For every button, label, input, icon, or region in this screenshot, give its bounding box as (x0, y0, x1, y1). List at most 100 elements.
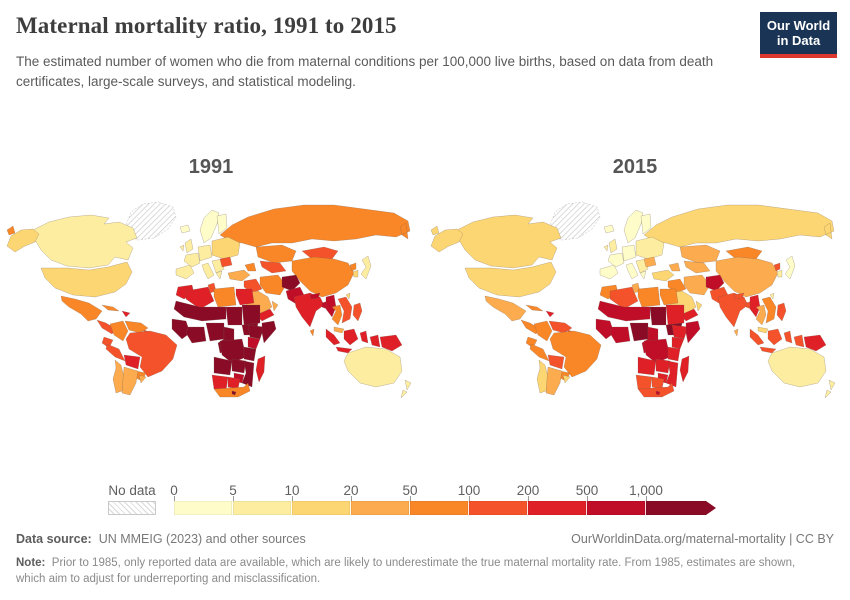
country-colombia-2015[interactable] (533, 320, 553, 342)
country-korea-north-2015[interactable] (773, 262, 781, 272)
country-ethiopia-2015[interactable] (671, 324, 689, 340)
country-nigeria-1991[interactable] (205, 322, 225, 342)
country-malaysia-2015[interactable] (757, 326, 769, 334)
country-turkey-1991[interactable] (227, 269, 251, 282)
country-china-1991[interactable] (291, 256, 355, 298)
country-eastern-europe-2015[interactable] (635, 236, 665, 260)
country-india-2015[interactable] (717, 292, 749, 328)
country-sri-lanka-2015[interactable] (733, 328, 739, 337)
legend-band-10-20[interactable] (292, 501, 351, 515)
country-thailand-1991[interactable] (331, 304, 343, 326)
country-hispaniola-1991[interactable] (121, 310, 131, 318)
country-philippines-2015[interactable] (776, 302, 787, 322)
country-afghanistan-2015[interactable] (705, 274, 725, 292)
country-greece-2015[interactable] (639, 270, 647, 280)
country-mongolia-1991[interactable] (301, 246, 339, 260)
country-romania-1991[interactable] (219, 256, 233, 268)
country-uk-1991[interactable] (184, 238, 194, 254)
country-kazakhstan-2015[interactable] (679, 244, 721, 264)
country-iberia-2015[interactable] (599, 264, 619, 280)
country-myanmar-1991[interactable] (325, 294, 337, 318)
country-peru-2015[interactable] (529, 343, 550, 362)
country-taiwan-2015[interactable] (769, 292, 775, 300)
country-kazakhstan-1991[interactable] (255, 244, 297, 264)
country-oman-2015[interactable] (695, 300, 703, 312)
country-sri-lanka-1991[interactable] (309, 328, 315, 337)
country-finland-2015[interactable] (640, 213, 652, 235)
country-sudan-2015[interactable] (665, 304, 685, 326)
country-iran-2015[interactable] (683, 274, 711, 296)
country-russia-2015[interactable] (430, 204, 835, 248)
country-vietnam-indochina-2015[interactable] (761, 296, 777, 324)
country-uruguay-1991[interactable] (138, 374, 147, 384)
country-australia-1991[interactable] (343, 346, 403, 388)
country-russia-1991[interactable] (6, 204, 411, 248)
owid-link[interactable]: OurWorldinData.org/maternal-mortality | … (571, 532, 834, 546)
country-ivory-ghana-1991[interactable] (185, 326, 207, 344)
country-central-asia-2015[interactable] (683, 260, 711, 274)
country-angola-1991[interactable] (213, 356, 233, 376)
country-somalia-2015[interactable] (685, 320, 701, 344)
country-argentina-2015[interactable] (545, 366, 563, 396)
country-thailand-2015[interactable] (755, 304, 767, 326)
country-zambia-1991[interactable] (231, 358, 247, 374)
country-hispaniola-2015[interactable] (545, 310, 555, 318)
country-afghanistan-1991[interactable] (281, 274, 301, 292)
country-angola-2015[interactable] (637, 356, 657, 376)
country-iceland-2015[interactable] (603, 224, 615, 234)
country-ethiopia-1991[interactable] (247, 324, 265, 340)
country-australia-2015[interactable] (767, 346, 827, 388)
country-chile-2015[interactable] (536, 359, 549, 394)
legend-no-data-swatch[interactable] (108, 501, 156, 515)
country-canada-2015[interactable] (456, 214, 562, 269)
country-egypt-1991[interactable] (235, 288, 255, 306)
country-somalia-1991[interactable] (261, 320, 277, 344)
country-kenya-2015[interactable] (671, 336, 685, 350)
country-central-asia-1991[interactable] (259, 260, 287, 274)
country-iberia-1991[interactable] (175, 264, 195, 280)
country-turkey-2015[interactable] (651, 269, 675, 282)
country-iran-1991[interactable] (259, 274, 287, 296)
country-png-1991[interactable] (379, 334, 403, 352)
country-eastern-europe-1991[interactable] (211, 236, 241, 260)
country-mexico-1991[interactable] (60, 295, 103, 322)
country-korea-south-1991[interactable] (352, 269, 359, 278)
country-taiwan-1991[interactable] (345, 292, 351, 300)
legend-band-200-500[interactable] (528, 501, 587, 515)
country-oman-1991[interactable] (271, 300, 279, 312)
country-south-africa-2015[interactable] (637, 382, 675, 398)
country-usa-1991[interactable] (40, 261, 133, 298)
country-senegal-guinea-1991[interactable] (171, 318, 191, 340)
country-usa-2015[interactable] (464, 261, 557, 298)
country-chad-2015[interactable] (649, 306, 667, 326)
country-sahel-west-1991[interactable] (173, 300, 227, 322)
country-libya-1991[interactable] (213, 286, 237, 308)
country-caucasus-1991[interactable] (244, 262, 257, 272)
country-korea-north-1991[interactable] (349, 262, 357, 272)
country-vietnam-indochina-1991[interactable] (337, 296, 353, 324)
country-alaska-1991[interactable] (6, 228, 40, 253)
legend-band-5-10[interactable] (233, 501, 292, 515)
country-algeria-1991[interactable] (185, 286, 215, 310)
country-korea-south-2015[interactable] (776, 269, 783, 278)
country-ireland-2015[interactable] (603, 244, 609, 252)
country-scandinavia-1991[interactable] (199, 209, 220, 244)
country-cuba-2015[interactable] (525, 304, 544, 312)
country-kenya-1991[interactable] (247, 336, 261, 350)
country-bolivia-2015[interactable] (547, 354, 565, 370)
country-mongolia-2015[interactable] (725, 246, 763, 260)
country-italy-1991[interactable] (201, 262, 215, 280)
country-uk-2015[interactable] (608, 238, 618, 254)
legend-band-50-100[interactable] (410, 501, 469, 515)
country-algeria-2015[interactable] (609, 286, 639, 310)
country-finland-1991[interactable] (216, 213, 228, 235)
country-ivory-ghana-2015[interactable] (609, 326, 631, 344)
country-scandinavia-2015[interactable] (623, 209, 644, 244)
country-japan-2015[interactable] (784, 255, 796, 280)
country-south-africa-1991[interactable] (213, 382, 251, 398)
country-brazil-2015[interactable] (549, 330, 602, 378)
country-germany-central-1991[interactable] (197, 244, 213, 262)
country-nepal-2015[interactable] (733, 292, 745, 300)
country-libya-2015[interactable] (637, 286, 661, 308)
country-madagascar-1991[interactable] (255, 355, 266, 383)
